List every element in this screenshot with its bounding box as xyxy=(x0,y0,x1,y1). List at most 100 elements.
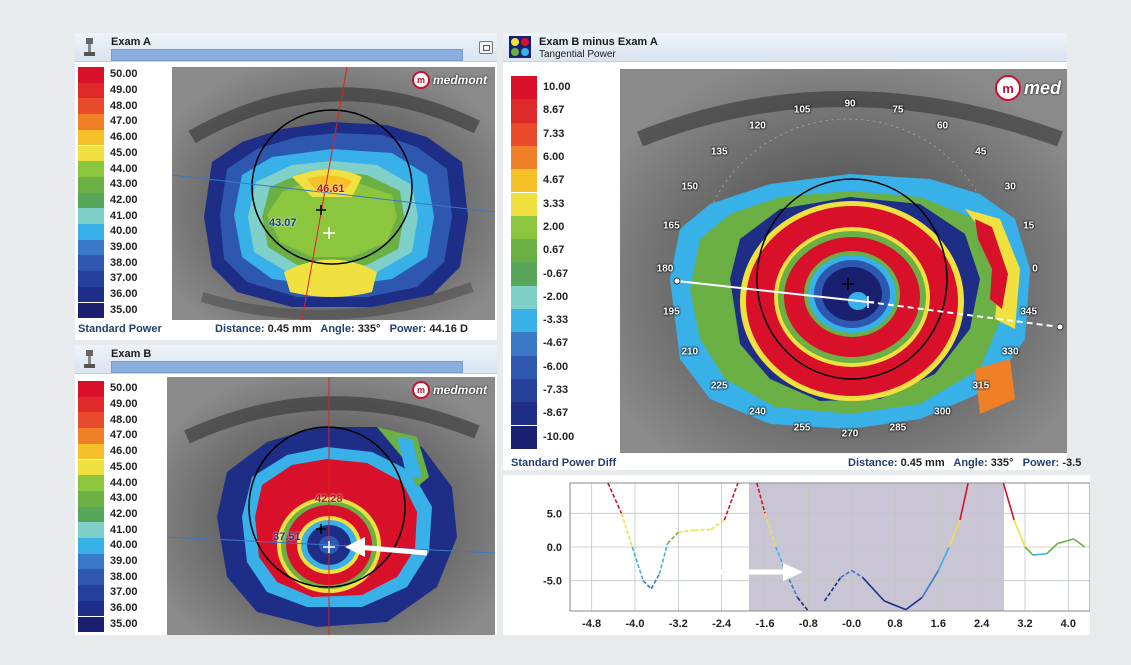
legend-value: 49.00 xyxy=(110,84,138,97)
curve-segment xyxy=(642,580,652,590)
legend-value: 40.00 xyxy=(110,225,138,238)
curve-segment xyxy=(796,597,809,612)
legend-value: 47.00 xyxy=(110,115,138,128)
y-tick-label: 5.0 xyxy=(547,508,562,520)
difference-titlebar: Exam B minus Exam A Tangential Power xyxy=(503,33,1067,62)
legend-value: 47.00 xyxy=(110,429,138,442)
legend-value: -4.67 xyxy=(543,337,569,350)
curve-segment xyxy=(1002,482,1015,521)
legend-swatch xyxy=(511,262,537,286)
curve-segment xyxy=(607,482,623,514)
exam-b-color-legend: 50.00 49.00 48.00 47.00 46.00 45.00 44.00 43.00… xyxy=(78,381,168,633)
curve-segment xyxy=(851,569,863,578)
curve-segment xyxy=(631,546,644,581)
exam-b-top-value-label: 42.28 xyxy=(315,493,343,505)
legend-value: 37.00 xyxy=(110,272,138,285)
legend-value: 36.00 xyxy=(110,602,138,615)
x-tick-label: 4.0 xyxy=(1061,618,1076,630)
difference-map-image xyxy=(620,69,1067,453)
topographer-icon xyxy=(84,38,95,56)
angle-label: 60 xyxy=(936,120,949,132)
angle-label: 330 xyxy=(1001,346,1019,357)
x-tick-label: 0.8 xyxy=(887,618,902,630)
legend-swatch xyxy=(511,378,537,403)
legend-swatch xyxy=(78,600,104,617)
legend-swatch xyxy=(78,114,104,130)
angle-label: 210 xyxy=(681,346,699,357)
legend-value: 7.33 xyxy=(543,127,565,140)
exam-b-topography-map[interactable]: m medmont 42.28 37.51 xyxy=(167,377,495,635)
curve-segment xyxy=(1046,543,1059,555)
angle-label: 315 xyxy=(972,380,990,392)
legend-value: 39.00 xyxy=(110,555,138,568)
profile-plot[interactable]: -4.8 -4.0 -3.2 -2.4 -1.6 -0.8 -0.0 0.8 1.6 2.4 3.2… xyxy=(503,475,1091,635)
legend-value: 6.00 xyxy=(543,151,565,164)
exam-b-panel: Exam B 50.00 49.00 48.00 47.00 46.00 45.00 44.… xyxy=(75,345,497,635)
angle-label: 90 xyxy=(844,98,856,110)
legend-value: 41.00 xyxy=(110,523,138,536)
legend-value: -0.67 xyxy=(543,267,569,280)
exam-b-title: Exam B xyxy=(111,348,152,360)
topographer-icon xyxy=(84,350,95,368)
legend-swatch xyxy=(511,192,537,216)
difference-panel: Exam B minus Exam A Tangential Power 10.… xyxy=(503,33,1081,470)
profile-plot-panel: -4.8 -4.0 -3.2 -2.4 -1.6 -0.8 -0.0 0.8 1.6 2.4 3.2… xyxy=(503,475,1091,635)
legend-swatch xyxy=(78,490,104,507)
legend-value: 3.33 xyxy=(543,197,565,210)
curve-segment xyxy=(1073,538,1086,548)
legend-value: -10.00 xyxy=(543,430,575,443)
legend-swatch xyxy=(78,506,104,523)
legend-value: 38.00 xyxy=(110,256,138,269)
curve-segment xyxy=(785,573,799,598)
legend-value: 35.00 xyxy=(110,617,138,630)
x-tick-label: 1.6 xyxy=(931,618,946,630)
angle-label: 15 xyxy=(1023,220,1035,232)
exam-a-topography-map[interactable]: m medmont 46.61 43.07 xyxy=(172,67,495,320)
legend-value: 4.67 xyxy=(543,174,565,187)
legend-swatch xyxy=(511,239,537,263)
curve-segment xyxy=(710,519,725,531)
curve-segment xyxy=(756,482,766,514)
legend-value: 42.00 xyxy=(110,507,138,520)
exam-b-titlebar: Exam B xyxy=(75,345,497,374)
difference-color-legend: 10.00 8.67 7.33 6.00 4.67 3.33 2.00 0.67 -0.67 -2… xyxy=(511,76,601,466)
legend-value: -7.33 xyxy=(543,384,569,397)
legend-value: 10.00 xyxy=(543,81,571,94)
legend-swatch xyxy=(78,129,104,146)
angle-label: 45 xyxy=(975,146,987,158)
legend-value: 46.00 xyxy=(110,131,138,144)
legend-value: -2.00 xyxy=(543,290,569,303)
legend-value: 43.00 xyxy=(110,178,138,191)
exam-a-panel: Exam A 50.00 49.00 48.00 47.00 46.00 45.00 44.… xyxy=(75,33,497,340)
difference-topography-map[interactable]: m med 90 75 60 45 30 15 0 345 330 315 300 285 270 255 2… xyxy=(620,69,1067,453)
x-tick-label: -0.0 xyxy=(842,618,861,630)
legend-swatch xyxy=(78,161,104,177)
maximize-icon[interactable] xyxy=(479,41,493,54)
legend-swatch xyxy=(78,286,104,303)
x-tick-label: -1.6 xyxy=(756,618,775,630)
legend-value: 8.67 xyxy=(543,104,565,117)
angle-label: 195 xyxy=(662,306,680,318)
y-tick-label: 0.0 xyxy=(547,542,562,554)
legend-value: 36.00 xyxy=(110,288,138,301)
legend-value: 49.00 xyxy=(110,398,138,411)
exam-b-left-value-label: 37.51 xyxy=(273,531,301,543)
angle-label: 30 xyxy=(1004,181,1016,192)
x-tick-label: -4.0 xyxy=(626,618,645,630)
legend-value: 46.00 xyxy=(110,445,138,458)
legend-swatch xyxy=(511,145,537,170)
medmont-logo: m medmont xyxy=(412,381,487,399)
difference-readout: Distance: 0.45 mm Angle: 335° Power: -3.… xyxy=(848,457,1082,469)
angle-label: 180 xyxy=(656,263,674,275)
profile-curve xyxy=(607,482,1086,612)
curve-segment xyxy=(905,596,923,611)
legend-swatch xyxy=(78,239,104,256)
legend-swatch xyxy=(78,569,104,586)
x-tick-label: -4.8 xyxy=(582,618,601,630)
legend-swatch xyxy=(78,585,104,601)
curve-segment xyxy=(959,482,969,521)
legend-swatch xyxy=(78,459,104,476)
curve-segment xyxy=(1024,546,1034,556)
angle-label: 255 xyxy=(793,422,811,434)
legend-value: 42.00 xyxy=(110,193,138,206)
